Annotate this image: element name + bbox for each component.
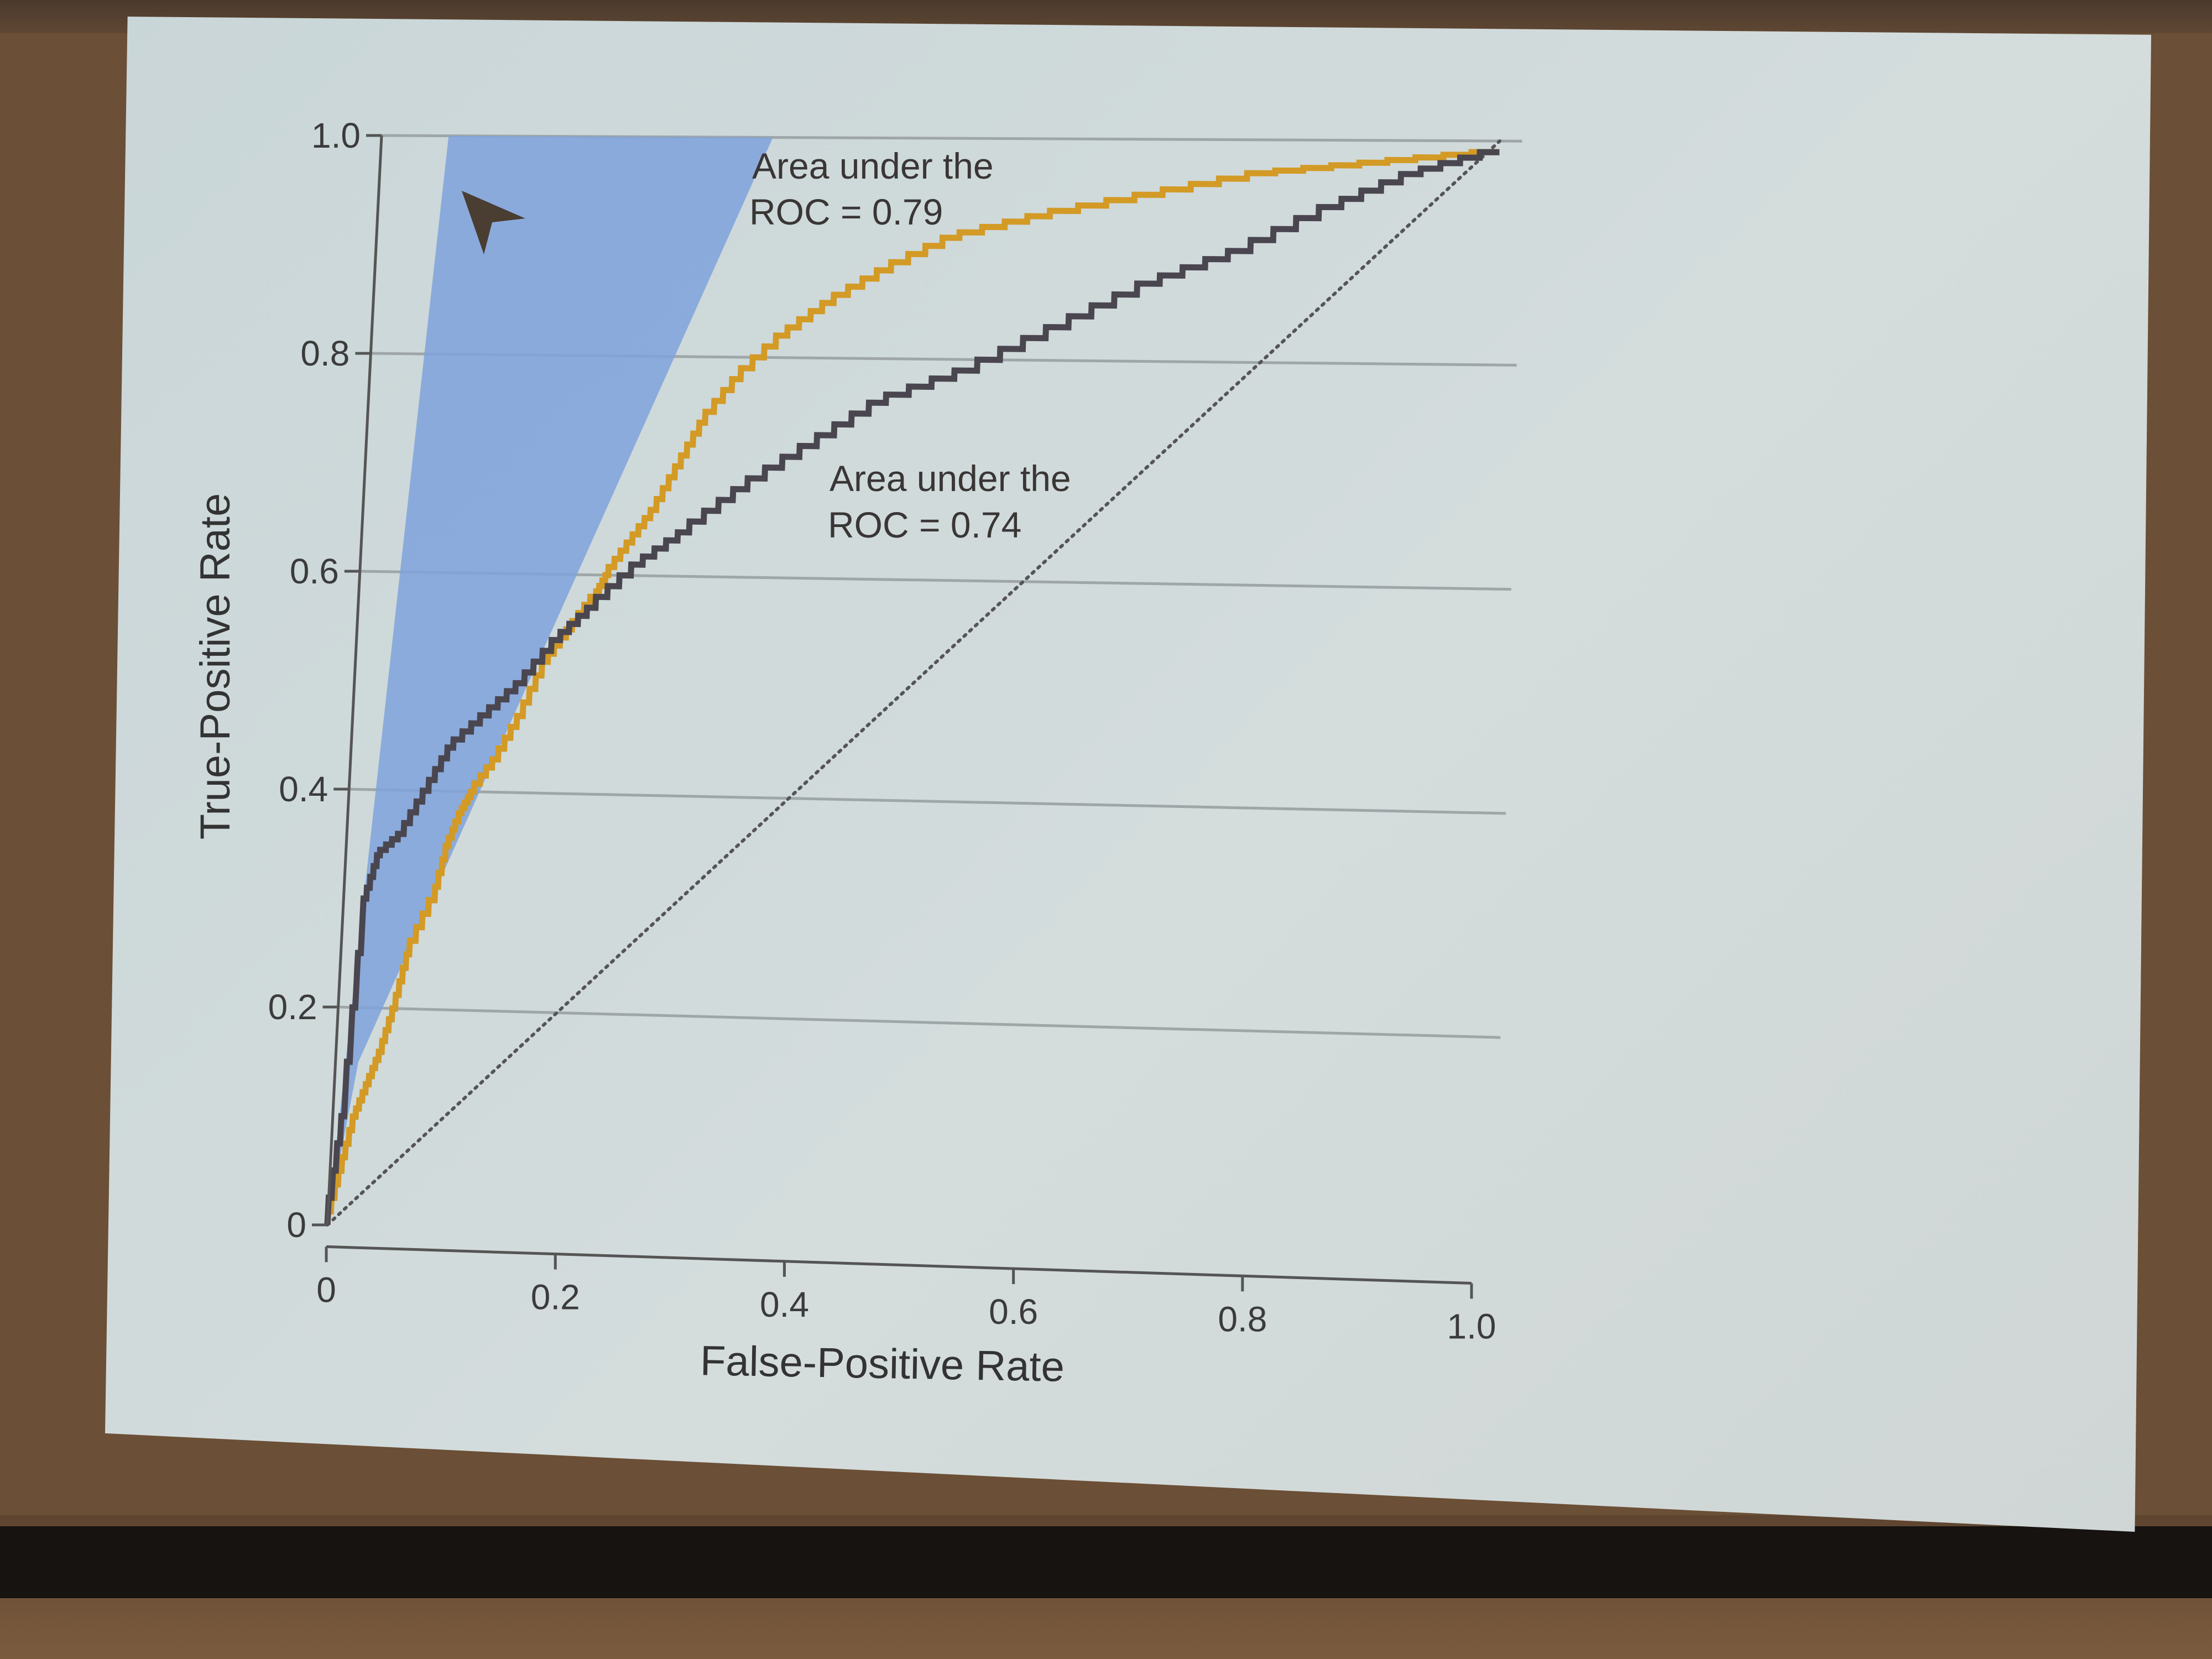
x-tick-label-3: 0.6 bbox=[989, 1292, 1038, 1332]
x-tick-label-0: 0 bbox=[316, 1270, 336, 1310]
x-tick-label-5: 1.0 bbox=[1447, 1307, 1496, 1347]
y-tick-label-3: 0.6 bbox=[290, 551, 339, 591]
x-axis-title: False-Positive Rate bbox=[700, 1337, 1065, 1390]
highlight-region bbox=[327, 135, 773, 1225]
diagonal-reference-line bbox=[326, 139, 1501, 1227]
x-tick-label-4: 0.8 bbox=[1218, 1299, 1267, 1339]
y-tick-label-2: 0.4 bbox=[279, 769, 328, 809]
x-tick-label-2: 0.4 bbox=[760, 1285, 809, 1324]
y-tick-label-0: 0 bbox=[286, 1205, 306, 1245]
annotation-1-line-1: Area under the bbox=[830, 458, 1071, 499]
y-tick-label-4: 0.8 bbox=[300, 333, 349, 373]
y-axis-title: True-Positive Rate bbox=[192, 493, 239, 840]
y-tick-label-5: 1.0 bbox=[311, 116, 361, 155]
projector-screen-bar bbox=[0, 1526, 2212, 1598]
annotation-1-line-2: ROC = 0.74 bbox=[828, 504, 1021, 545]
y-tick-label-1: 0.2 bbox=[268, 987, 317, 1027]
gridlines bbox=[338, 134, 1522, 1039]
annotation-0-line-1: Area under the bbox=[752, 145, 994, 186]
x-axis-line bbox=[326, 1245, 1472, 1285]
roc-curve-1 bbox=[324, 149, 1500, 1225]
x-tick-label-1: 0.2 bbox=[531, 1277, 580, 1317]
gridline-2 bbox=[349, 787, 1506, 815]
gridline-1 bbox=[338, 1005, 1501, 1039]
arrow-pointer-icon bbox=[462, 191, 525, 254]
y-axis-line bbox=[326, 135, 383, 1225]
axis-ticks: 0 0.2 0.4 0.6 0.8 1.0 0 0.2 0.4 0.6 0.8 1.0 bbox=[268, 116, 1496, 1347]
gridline-5 bbox=[381, 134, 1522, 143]
annotation-0-line-2: ROC = 0.79 bbox=[749, 191, 943, 232]
